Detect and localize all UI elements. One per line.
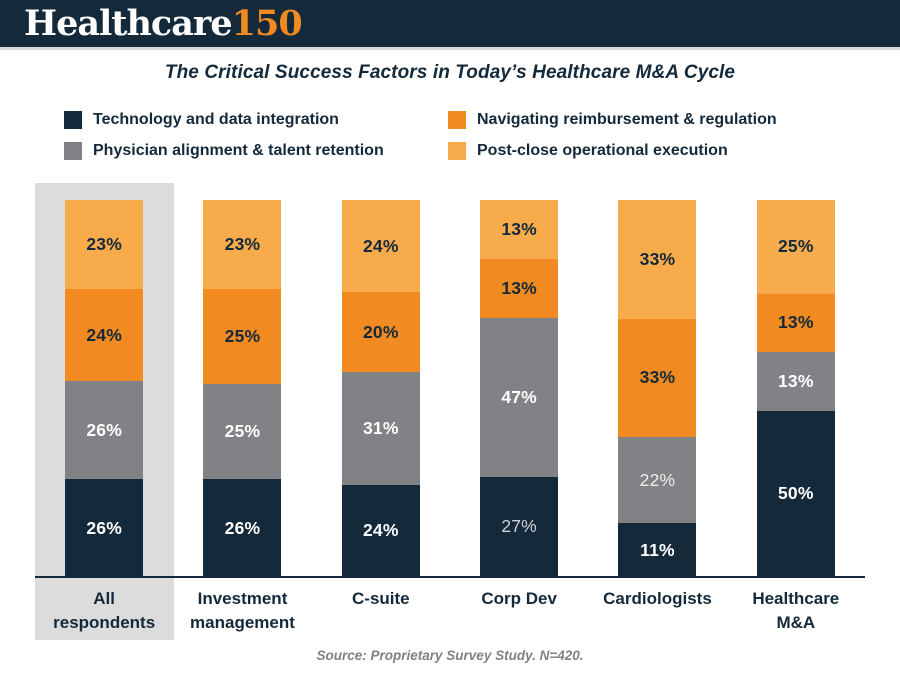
segment-value-label: 22% (639, 469, 676, 490)
bar-segment: 24% (341, 484, 420, 577)
segment-value-label: 26% (86, 419, 122, 440)
segment-value-label: 47% (501, 387, 537, 408)
stacked-bar: 26% 25% 25% 23% (203, 200, 282, 577)
legend-item-label: Navigating reimbursement & regulation (477, 111, 777, 128)
bar-segment: 27% (480, 476, 559, 577)
legend-item: Technology and data integration (64, 111, 448, 129)
legend-swatch-icon (64, 111, 82, 129)
segment-value-label: 25% (224, 326, 261, 347)
legend-swatch-icon (64, 142, 82, 160)
x-axis-label: Corp Dev (481, 589, 557, 608)
x-axis-label: Cardiologists (603, 589, 712, 608)
bar-segment: 26% (65, 479, 144, 577)
chart-column: 26% 26% 24% 23% All respondents (35, 183, 173, 648)
segment-value-label: 13% (501, 219, 537, 240)
segment-value-label: 13% (777, 312, 814, 333)
legend: Technology and data integration Navigatin… (64, 111, 777, 160)
segment-value-label: 26% (224, 517, 261, 538)
x-axis-label: Healthcare M&A (752, 589, 840, 632)
legend-item-label: Post-close operational execution (477, 142, 728, 159)
segment-value-label: 33% (639, 248, 676, 269)
segment-value-label: 24% (362, 520, 399, 541)
bar-segment: 25% (756, 199, 835, 294)
stacked-bar: 27% 47% 13% 13% (480, 200, 559, 577)
segment-value-label: 11% (640, 539, 675, 560)
segment-value-label: 24% (86, 324, 122, 345)
bar-segment: 26% (65, 381, 144, 480)
bar-segment: 26% (203, 479, 282, 577)
legend-item: Post-close operational execution (448, 142, 777, 160)
bar-segment: 11% (618, 523, 697, 577)
segment-value-label: 25% (777, 236, 814, 257)
legend-item-label: Physician alignment & talent retention (93, 142, 384, 159)
bar-segment: 13% (756, 293, 835, 353)
segment-value-label: 24% (362, 235, 399, 256)
chart-column: 11% 22% 33% 33% Cardiologists (588, 183, 726, 648)
bar-segment: 25% (203, 384, 282, 480)
stacked-bar: 26% 26% 24% 23% (65, 199, 144, 577)
chart-title: The Critical Success Factors in Today’s … (164, 62, 736, 83)
stacked-bar: 50% 13% 13% 25% (756, 199, 835, 577)
segment-value-label: 13% (501, 278, 537, 299)
legend-item-label: Technology and data integration (93, 111, 339, 128)
bar-segment: 33% (618, 199, 697, 319)
bar-segment: 25% (203, 289, 282, 385)
bar-segment: 24% (65, 289, 144, 382)
chart-column: 24% 31% 20% 24% C-suite (312, 183, 450, 648)
bar-segment: 50% (756, 410, 835, 577)
x-axis-line (35, 576, 865, 578)
bar-segment: 22% (618, 437, 697, 524)
segment-value-label: 25% (224, 421, 261, 442)
bar-columns: 26% 26% 24% 23% All respondents 26% 25% 25% 23% In… (35, 183, 865, 648)
x-axis-label: C-suite (352, 589, 410, 608)
x-axis-label: All respondents (53, 589, 156, 632)
legend-item: Physician alignment & talent retention (64, 142, 448, 160)
segment-value-label: 20% (362, 321, 399, 342)
segment-value-label: 13% (777, 371, 814, 392)
legend-swatch-icon (448, 111, 466, 129)
segment-value-label: 23% (86, 234, 122, 255)
chart-column: 27% 47% 13% 13% Corp Dev (450, 183, 588, 648)
legend-swatch-icon (448, 142, 466, 160)
segment-value-label: 23% (224, 234, 261, 255)
brand-logo-accent: 150 (231, 3, 303, 44)
bar-segment: 24% (341, 200, 420, 293)
bar-segment: 23% (65, 199, 144, 290)
bar-segment: 31% (341, 372, 420, 485)
x-axis-label: Investment management (190, 589, 295, 632)
segment-value-label: 33% (639, 367, 676, 388)
stacked-bar: 24% 31% 20% 24% (341, 200, 420, 577)
bar-segment: 33% (618, 318, 697, 438)
segment-value-label: 27% (501, 516, 537, 537)
brand-logo: Healthcare150 (24, 3, 303, 44)
bar-segment: 13% (480, 200, 559, 260)
segment-value-label: 26% (86, 517, 122, 538)
stacked-bar: 11% 22% 33% 33% (618, 199, 697, 577)
legend-item: Navigating reimbursement & regulation (448, 111, 777, 129)
chart-column: 50% 13% 13% 25% Healthcare M&A (727, 183, 865, 648)
chart-area: 26% 26% 24% 23% All respondents 26% 25% 25% 23% In… (35, 183, 865, 648)
segment-value-label: 31% (362, 418, 399, 439)
segment-value-label: 50% (777, 483, 814, 504)
brand-logo-primary: Healthcare (24, 3, 233, 44)
chart-column: 26% 25% 25% 23% Investment management (173, 183, 311, 648)
bar-segment: 13% (756, 352, 835, 411)
header-bar: Healthcare150 (0, 0, 900, 50)
bar-segment: 13% (480, 259, 559, 319)
bar-segment: 20% (341, 292, 420, 373)
bar-segment: 47% (480, 318, 559, 477)
source-note: Source: Proprietary Survey Study. N=420. (316, 648, 584, 663)
bar-segment: 23% (203, 200, 282, 290)
